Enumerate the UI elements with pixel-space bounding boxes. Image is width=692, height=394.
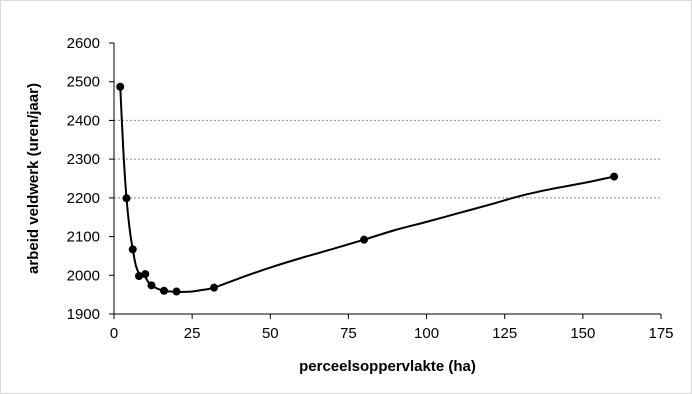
x-tick-label: 0 <box>110 325 118 342</box>
trend-line <box>119 86 615 293</box>
data-point <box>116 82 125 91</box>
y-tick-label: 2200 <box>67 190 100 207</box>
gridlines <box>114 119 661 199</box>
data-points <box>116 82 619 296</box>
x-tick-label: 150 <box>570 325 595 342</box>
x-tick-label: 125 <box>492 325 517 342</box>
data-point <box>160 286 169 295</box>
x-tick-labels: 0 25 50 75 100 125 150 175 <box>110 325 674 342</box>
data-point <box>147 281 156 290</box>
y-axis-title: arbeid veldwerk (uren/jaar) <box>25 83 42 274</box>
data-point <box>210 283 219 292</box>
data-point <box>172 287 181 296</box>
x-axis-title: perceelsoppervlakte (ha) <box>299 358 476 375</box>
y-tick-label: 2600 <box>67 35 100 52</box>
x-tick-label: 100 <box>414 325 439 342</box>
data-point <box>122 194 131 203</box>
data-point <box>135 272 144 281</box>
x-tick-label: 25 <box>184 325 201 342</box>
data-point <box>610 172 619 181</box>
x-tick-label: 75 <box>340 325 357 342</box>
data-point <box>128 245 137 254</box>
data-point <box>360 235 369 244</box>
x-tick-label: 175 <box>648 325 673 342</box>
axes <box>109 42 662 319</box>
y-tick-label: 2400 <box>67 112 100 129</box>
y-tick-label: 2300 <box>67 151 100 168</box>
y-tick-label: 1900 <box>67 306 100 323</box>
data-point <box>141 270 150 279</box>
y-tick-label: 2000 <box>67 267 100 284</box>
y-tick-labels: 1900 2000 2100 2200 2300 2400 2500 2600 <box>67 35 100 323</box>
y-tick-label: 2100 <box>67 229 100 246</box>
y-tick-label: 2500 <box>67 74 100 91</box>
x-tick-label: 50 <box>262 325 279 342</box>
